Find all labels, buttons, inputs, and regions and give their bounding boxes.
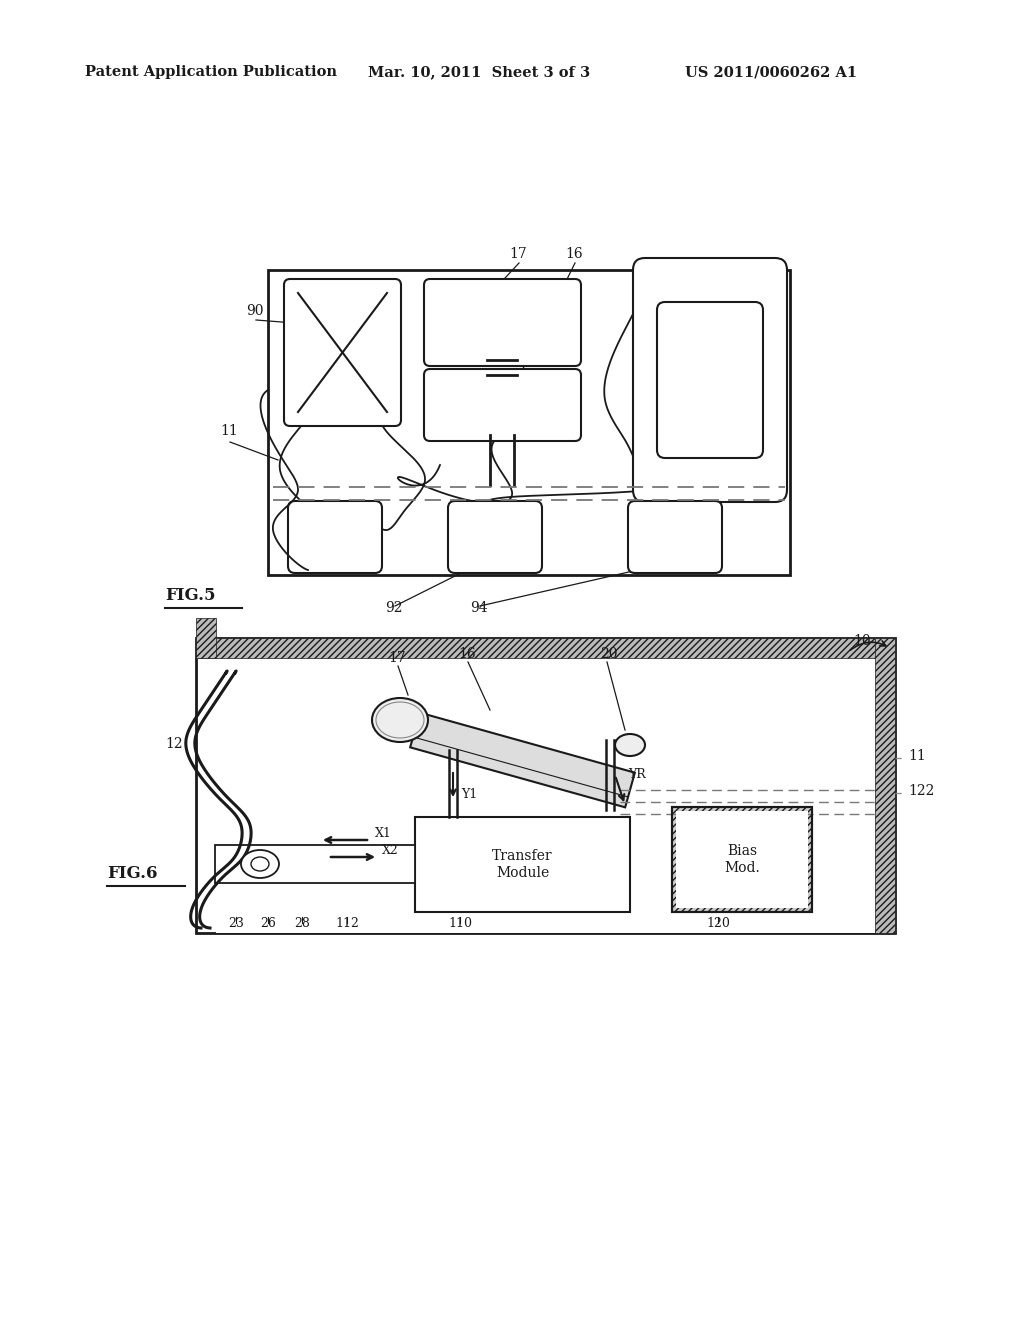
- FancyBboxPatch shape: [628, 502, 722, 573]
- Text: FIG.5: FIG.5: [165, 587, 215, 605]
- Text: 17: 17: [388, 651, 406, 665]
- Text: 120: 120: [707, 917, 730, 931]
- Bar: [672, 807, 812, 912]
- Bar: [874, 638, 895, 933]
- Text: US 2011/0060262 A1: US 2011/0060262 A1: [685, 65, 857, 79]
- Ellipse shape: [615, 734, 645, 756]
- Ellipse shape: [251, 857, 269, 871]
- FancyBboxPatch shape: [288, 502, 382, 573]
- FancyBboxPatch shape: [449, 502, 542, 573]
- FancyBboxPatch shape: [657, 302, 763, 458]
- Text: 11: 11: [908, 748, 926, 763]
- Text: 90: 90: [246, 304, 263, 318]
- Text: X2: X2: [382, 843, 398, 857]
- Bar: [196, 638, 895, 933]
- FancyBboxPatch shape: [284, 279, 401, 426]
- Text: 16: 16: [565, 247, 583, 261]
- Ellipse shape: [241, 850, 279, 878]
- FancyBboxPatch shape: [633, 257, 787, 502]
- Text: 16: 16: [458, 647, 475, 661]
- Text: 20: 20: [600, 647, 617, 661]
- Text: 10: 10: [853, 634, 870, 648]
- Bar: [216, 657, 874, 933]
- Text: 17: 17: [509, 247, 526, 261]
- FancyBboxPatch shape: [424, 370, 581, 441]
- Text: Y1: Y1: [461, 788, 477, 801]
- Text: 110: 110: [449, 917, 472, 931]
- Text: Mar. 10, 2011  Sheet 3 of 3: Mar. 10, 2011 Sheet 3 of 3: [368, 65, 590, 79]
- Text: Patent Application Publication: Patent Application Publication: [85, 65, 337, 79]
- Text: 112: 112: [335, 917, 359, 931]
- Text: 26: 26: [260, 917, 275, 931]
- Text: 122: 122: [908, 784, 934, 799]
- Text: 23: 23: [228, 917, 244, 931]
- Text: 94: 94: [470, 601, 487, 615]
- Bar: [672, 807, 812, 912]
- Text: 92: 92: [385, 601, 402, 615]
- Bar: [215, 845, 415, 883]
- Bar: [268, 271, 790, 576]
- Bar: [676, 810, 808, 908]
- Text: Transfer
Module: Transfer Module: [493, 849, 553, 879]
- Text: Bias
Mod.: Bias Mod.: [724, 845, 760, 875]
- FancyBboxPatch shape: [424, 279, 581, 366]
- Text: 12: 12: [165, 737, 182, 751]
- Text: 11: 11: [220, 424, 238, 438]
- Ellipse shape: [372, 698, 428, 742]
- Bar: [196, 638, 895, 657]
- Text: FIG.6: FIG.6: [106, 865, 158, 882]
- Bar: [196, 618, 216, 657]
- Bar: [415, 817, 630, 912]
- Text: 28: 28: [294, 917, 310, 931]
- Text: X1: X1: [375, 828, 392, 840]
- Polygon shape: [411, 713, 635, 808]
- Text: YR: YR: [628, 768, 646, 781]
